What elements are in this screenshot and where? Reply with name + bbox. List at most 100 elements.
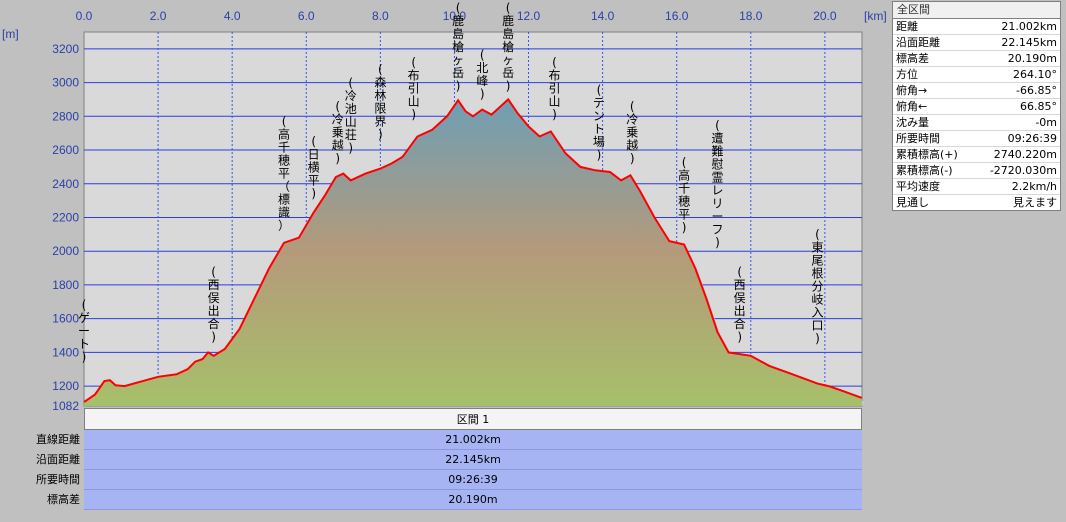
- annotation-label-17: (東尾根分岐入口): [811, 228, 823, 346]
- profile-area-fill: [84, 99, 862, 407]
- summary-row-label: 見通し: [896, 196, 929, 209]
- summary-row-label: 所要時間: [896, 132, 940, 145]
- x-tick-label-0: 0.0: [76, 9, 93, 23]
- y-tick-label-7: 1800: [52, 278, 79, 292]
- x-tick-label-1: 2.0: [150, 9, 167, 23]
- annotation-label-9: (北峰): [476, 48, 488, 101]
- section-row-value: 09:26:39: [84, 470, 862, 490]
- section-row-label: 沿面距離: [36, 453, 80, 466]
- x-tick-label-5: 10.0: [443, 9, 467, 23]
- annotation-label-2: (高千穂平（標識）: [278, 115, 290, 233]
- section-row-label: 所要時間: [36, 473, 80, 486]
- x-unit-label: [km]: [864, 9, 887, 23]
- summary-row: 見通し 見えます: [893, 195, 1060, 210]
- summary-row-label: 俯角←: [896, 100, 928, 113]
- summary-row-label: 標高差: [896, 52, 929, 65]
- section-rows: 21.002km 22.145km 09:26:39 20.190m: [84, 430, 862, 510]
- summary-row: 累積標高(-) -2720.030m: [893, 163, 1060, 179]
- summary-row: 沿面距離 22.145km: [893, 35, 1060, 51]
- annotation-label-3: (日横平): [308, 135, 320, 201]
- summary-row-value: -66.85°: [1016, 84, 1057, 97]
- summary-row: 距離 21.002km: [893, 19, 1060, 35]
- y-tick-label-11: 1082: [52, 399, 79, 413]
- section-row-value: 21.002km: [84, 430, 862, 450]
- annotation-label-6: (森林限界): [374, 63, 386, 142]
- summary-row: 俯角→ -66.85°: [893, 83, 1060, 99]
- annotation-label-15: (遭難慰霊レリーフ): [711, 119, 723, 250]
- y-tick-label-1: 3000: [52, 76, 79, 90]
- section-row-value: 22.145km: [84, 450, 862, 470]
- x-tick-label-7: 14.0: [591, 9, 615, 23]
- annotation-label-14: (高千穂平): [678, 155, 690, 234]
- summary-row-value: 22.145km: [1001, 36, 1057, 49]
- summary-panel: 全区間 距離 21.002km 沿面距離 22.145km 標高差 20.190m 方位 26…: [892, 1, 1061, 211]
- summary-row-value: 264.10°: [1013, 68, 1057, 81]
- summary-title: 全区間: [893, 2, 1060, 19]
- y-tick-label-5: 2200: [52, 210, 79, 224]
- annotation-label-11: (布引山): [548, 55, 560, 121]
- section-row-value: 20.190m: [84, 490, 862, 510]
- summary-row-value: 2740.220m: [993, 148, 1057, 161]
- annotation-label-13: (冷乗越): [626, 99, 638, 165]
- summary-row-label: 沈み量: [896, 116, 929, 129]
- summary-row-label: 俯角→: [896, 84, 928, 97]
- summary-row-label: 方位: [896, 68, 918, 81]
- x-tick-label-9: 18.0: [739, 9, 763, 23]
- summary-row-value: 21.002km: [1001, 20, 1057, 33]
- summary-row: 所要時間 09:26:39: [893, 131, 1060, 147]
- summary-row: 平均速度 2.2km/h: [893, 179, 1060, 195]
- y-tick-label-4: 2400: [52, 177, 79, 191]
- summary-row: 標高差 20.190m: [893, 51, 1060, 67]
- summary-row-label: 平均速度: [896, 180, 940, 193]
- y-tick-label-0: 3200: [52, 42, 79, 56]
- summary-row: 方位 264.10°: [893, 67, 1060, 83]
- summary-row-value: 20.190m: [1007, 52, 1057, 65]
- summary-row-label: 累積標高(-): [896, 164, 953, 177]
- annotations: (ゲート)(西俣出合)(高千穂平（標識）(日横平)(冷乗越)(冷池山荘)(森林限…: [78, 1, 823, 364]
- annotation-label-4: (冷乗越): [332, 99, 344, 165]
- summary-row: 累積標高(+) 2740.220m: [893, 147, 1060, 163]
- summary-row-label: 累積標高(+): [896, 148, 958, 161]
- y-tick-label-3: 2600: [52, 143, 79, 157]
- x-tick-label-3: 6.0: [298, 9, 315, 23]
- summary-row: 俯角← 66.85°: [893, 99, 1060, 115]
- y-tick-label-6: 2000: [52, 244, 79, 258]
- y-unit-label: [m]: [2, 27, 19, 41]
- summary-row-value: 66.85°: [1020, 100, 1057, 113]
- profile-line: [83, 97, 863, 403]
- summary-row-value: 09:26:39: [1007, 132, 1057, 145]
- annotation-label-1: (西俣出合): [208, 265, 220, 344]
- summary-row-label: 沿面距離: [896, 36, 940, 49]
- summary-row-value: -2720.030m: [989, 164, 1057, 177]
- summary-row-value: 見えます: [1013, 196, 1057, 209]
- y-axis-ticks: 3200 3000 2800 2600 2400 2200 2000 1800 1600 1400…: [52, 42, 79, 413]
- annotation-label-0: (ゲート): [78, 298, 90, 364]
- annotation-label-10: (鹿島槍ヶ岳): [502, 1, 514, 93]
- summary-row-value: 2.2km/h: [1011, 180, 1057, 193]
- section-table: 区間 1 21.002km 22.145km 09:26:39 20.190m: [84, 408, 862, 510]
- section-row-labels: 直線距離沿面距離所要時間標高差: [0, 430, 80, 510]
- x-tick-label-10: 20.0: [813, 9, 837, 23]
- y-tick-label-2: 2800: [52, 109, 79, 123]
- x-tick-label-4: 8.0: [372, 9, 389, 23]
- summary-row: 沈み量 -0m: [893, 115, 1060, 131]
- y-tick-label-8: 1600: [52, 312, 79, 326]
- summary-row-value: -0m: [1035, 116, 1057, 129]
- x-axis-ticks: 0.0 2.0 4.0 6.0 8.0 10.0 12.0 14.0 16.0 18.0 20.0: [76, 9, 837, 23]
- y-tick-label-10: 1200: [52, 379, 79, 393]
- summary-rows: 距離 21.002km 沿面距離 22.145km 標高差 20.190m 方位 264.10…: [893, 19, 1060, 210]
- annotation-label-7: (布引山): [408, 55, 420, 121]
- section-row-label: 直線距離: [36, 433, 80, 446]
- x-tick-label-6: 12.0: [517, 9, 541, 23]
- annotation-label-16: (西俣出合): [734, 265, 746, 344]
- y-tick-label-9: 1400: [52, 345, 79, 359]
- x-tick-label-8: 16.0: [665, 9, 689, 23]
- annotation-label-5: (冷池山荘): [345, 76, 357, 155]
- annotation-label-12: (テント場): [593, 83, 605, 162]
- section-header[interactable]: 区間 1: [84, 408, 862, 430]
- x-tick-label-2: 4.0: [224, 9, 241, 23]
- summary-row-label: 距離: [896, 20, 918, 33]
- annotation-label-8: (鹿島槍ヶ岳): [452, 1, 464, 93]
- section-row-label: 標高差: [47, 493, 80, 506]
